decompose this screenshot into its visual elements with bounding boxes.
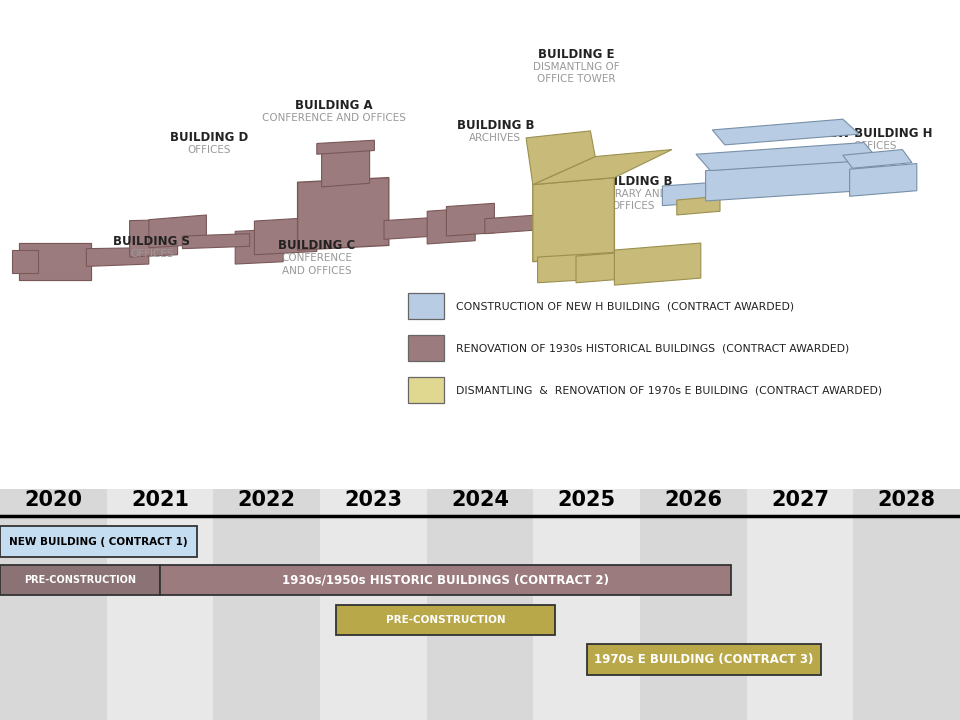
Bar (107, 490, 213, 720)
Text: BUILDING E: BUILDING E (728, 166, 804, 179)
Text: CONFERENCE: CONFERENCE (731, 179, 802, 189)
Text: 2026: 2026 (664, 490, 722, 510)
Polygon shape (614, 243, 701, 285)
Polygon shape (317, 140, 374, 154)
Text: BUILDING A: BUILDING A (296, 99, 372, 112)
Bar (408, 293, 444, 319)
Bar (320, 490, 426, 720)
Text: 2021: 2021 (131, 490, 189, 510)
Polygon shape (662, 182, 715, 206)
Polygon shape (322, 150, 370, 187)
Text: OFFICES: OFFICES (187, 145, 231, 155)
Text: PRE-CONSTRUCTION: PRE-CONSTRUCTION (386, 615, 505, 625)
Text: 1930s/1950s HISTORIC BUILDINGS (CONTRACT 2): 1930s/1950s HISTORIC BUILDINGS (CONTRACT… (282, 573, 609, 587)
Polygon shape (19, 243, 91, 280)
Polygon shape (576, 250, 653, 283)
Bar (853, 490, 960, 720)
Polygon shape (235, 229, 283, 264)
Text: BUILDING E: BUILDING E (538, 48, 614, 60)
Polygon shape (706, 159, 883, 201)
Bar (0, 490, 107, 720)
Text: BUILDING B: BUILDING B (595, 175, 672, 188)
Polygon shape (850, 163, 917, 197)
Text: BUILDING S: BUILDING S (113, 235, 190, 248)
Polygon shape (12, 250, 38, 274)
Text: BUILDING C: BUILDING C (278, 239, 355, 253)
Polygon shape (696, 143, 878, 171)
Text: 2025: 2025 (558, 490, 615, 510)
Bar (426, 490, 534, 720)
Text: RENOVATION OF 1930s HISTORICAL BUILDINGS  (CONTRACT AWARDED): RENOVATION OF 1930s HISTORICAL BUILDINGS… (456, 343, 850, 354)
Text: OFFICES: OFFICES (853, 141, 898, 151)
Bar (0, 526, 198, 557)
Text: ARCHIVES: ARCHIVES (469, 132, 521, 143)
Text: 1970s E BUILDING (CONTRACT 3): 1970s E BUILDING (CONTRACT 3) (594, 653, 814, 666)
Polygon shape (384, 217, 437, 239)
Polygon shape (526, 131, 595, 184)
Bar (0, 565, 160, 595)
Polygon shape (533, 178, 614, 262)
Bar (587, 644, 822, 675)
Bar (747, 490, 853, 720)
Bar (534, 490, 640, 720)
Text: OFFICES: OFFICES (130, 248, 174, 258)
Text: 2027: 2027 (771, 490, 829, 510)
Bar (640, 490, 747, 720)
Polygon shape (538, 253, 614, 283)
Text: PRE-CONSTRUCTION: PRE-CONSTRUCTION (24, 575, 136, 585)
Text: NEW BUILDING ( CONTRACT 1): NEW BUILDING ( CONTRACT 1) (10, 536, 188, 546)
Text: CONFERENCE
AND OFFICES: CONFERENCE AND OFFICES (281, 253, 352, 276)
Text: LIBRARY AND
OFFICES: LIBRARY AND OFFICES (599, 189, 668, 211)
Bar (160, 565, 731, 595)
Polygon shape (182, 234, 250, 248)
Bar (336, 605, 555, 635)
Polygon shape (485, 215, 538, 234)
Polygon shape (677, 197, 720, 215)
Text: 2023: 2023 (345, 490, 402, 510)
Polygon shape (86, 248, 149, 266)
Text: 2024: 2024 (451, 490, 509, 510)
Text: BUILDING D: BUILDING D (170, 131, 249, 144)
Polygon shape (446, 203, 494, 236)
Polygon shape (427, 208, 475, 244)
Text: NEW BUILDING H: NEW BUILDING H (819, 127, 932, 140)
Polygon shape (533, 150, 672, 184)
Polygon shape (149, 215, 206, 248)
Text: DISMANTLNG OF
OFFICE TOWER: DISMANTLNG OF OFFICE TOWER (533, 62, 619, 84)
Polygon shape (19, 243, 91, 280)
Polygon shape (254, 217, 317, 255)
Text: 2020: 2020 (24, 490, 83, 510)
Bar (408, 336, 444, 361)
Polygon shape (843, 150, 912, 168)
Bar (408, 377, 444, 403)
Bar (213, 490, 320, 720)
Polygon shape (712, 120, 859, 145)
Polygon shape (298, 178, 389, 250)
Text: BUILDING B: BUILDING B (457, 119, 534, 132)
Text: 2022: 2022 (238, 490, 296, 510)
Polygon shape (130, 220, 178, 257)
Text: CONSTRUCTION OF NEW H BUILDING  (CONTRACT AWARDED): CONSTRUCTION OF NEW H BUILDING (CONTRACT… (456, 301, 794, 311)
Text: CONFERENCE AND OFFICES: CONFERENCE AND OFFICES (262, 113, 406, 123)
Text: 2028: 2028 (877, 490, 936, 510)
Text: DISMANTLING  &  RENOVATION OF 1970s E BUILDING  (CONTRACT AWARDED): DISMANTLING & RENOVATION OF 1970s E BUIL… (456, 385, 882, 395)
